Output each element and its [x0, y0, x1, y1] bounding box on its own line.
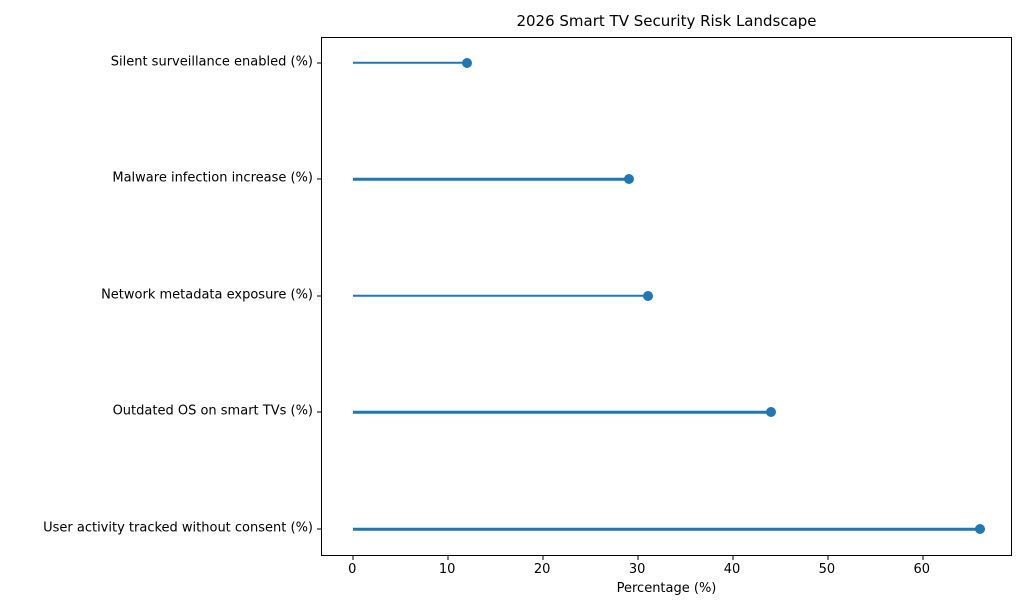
x-tick-label: 40: [723, 562, 741, 577]
x-tick-label: 60: [913, 562, 931, 577]
data-point-marker: [642, 290, 653, 301]
x-axis-label: Percentage (%): [616, 581, 717, 596]
x-tick-mark: [922, 556, 924, 560]
chart-title: 2026 Smart TV Security Risk Landscape: [516, 12, 817, 30]
data-point-marker: [974, 524, 985, 534]
y-tick-mark: [317, 411, 321, 413]
y-tick-label: Malware infection increase (%): [112, 170, 313, 186]
x-tick-mark: [542, 556, 544, 560]
x-tick-label: 50: [818, 562, 836, 577]
x-tick-mark: [732, 556, 734, 560]
stem-line: [353, 411, 771, 414]
y-tick-label: Network metadata exposure (%): [101, 287, 313, 303]
plot-area: [317, 37, 1012, 560]
x-tick-mark: [827, 556, 829, 560]
y-tick-mark: [317, 295, 321, 297]
x-tick-mark: [637, 556, 639, 560]
x-tick-label: 30: [628, 562, 646, 577]
data-point-marker: [462, 57, 473, 68]
x-tick-label: 20: [533, 562, 551, 577]
y-tick-mark: [317, 62, 321, 63]
x-tick-mark: [352, 556, 354, 560]
y-tick-mark: [317, 528, 321, 530]
y-tick-label: Silent surveillance enabled (%): [110, 54, 313, 69]
y-tick-mark: [317, 178, 321, 180]
stem-line: [353, 294, 648, 298]
x-tick-label: 10: [438, 562, 456, 577]
stem-line: [353, 61, 468, 64]
data-point-marker: [623, 174, 634, 185]
y-tick-label: Outdated OS on smart TVs (%): [112, 403, 313, 419]
stem-line: [353, 527, 980, 531]
stem-line: [353, 177, 629, 181]
y-tick-label: User activity tracked without consent (%…: [43, 520, 313, 536]
x-tick-mark: [447, 556, 449, 560]
x-tick-label: 0: [348, 562, 357, 577]
data-point-marker: [766, 407, 776, 418]
